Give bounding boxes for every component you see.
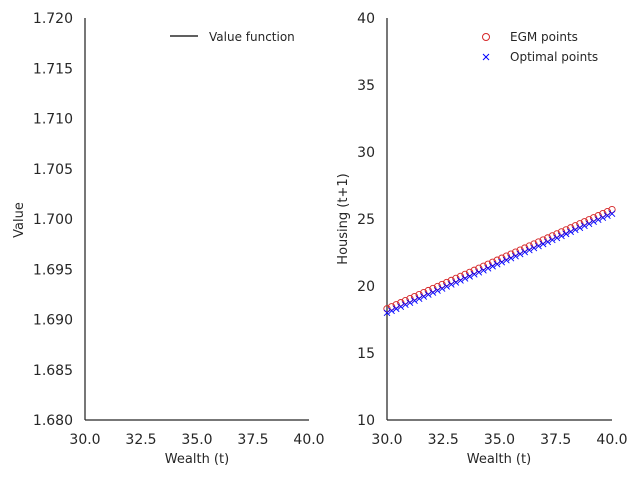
optimal-point [581, 222, 588, 230]
egm-points-series [383, 205, 616, 313]
optimal-point [530, 244, 538, 252]
optimal-point [608, 210, 616, 217]
legend-optimal-points-label: Optimal points [510, 50, 598, 64]
optimal-point [544, 238, 552, 246]
left-x-tick-label: 30.0 [69, 432, 100, 448]
optimal-point [406, 299, 414, 306]
optimal-point [475, 269, 483, 276]
left-y-tick-label: 1.685 [33, 363, 73, 379]
right-y-tick-label: 15 [357, 346, 375, 362]
left-y-tick-label: 1.695 [33, 262, 73, 278]
optimal-point [443, 283, 451, 290]
right-x-tick-label: 35.0 [484, 432, 515, 448]
left-legend: Value function [170, 30, 295, 44]
optimal-point [415, 295, 423, 302]
egm-point [608, 205, 616, 214]
right-y-tick-label: 20 [357, 279, 375, 295]
left-x-axis-label: Wealth (t) [165, 452, 229, 467]
housing-policy-panel: 30.0 32.5 35.0 37.5 40.0 10 15 20 25 30 35 40 Weal… [336, 11, 628, 467]
optimal-point [411, 297, 418, 304]
optimal-point [594, 216, 602, 224]
left-y-tick-label: 1.720 [33, 11, 73, 27]
optimal-point [466, 273, 473, 280]
optimal-point [512, 252, 519, 260]
right-y-axis-label: Housing (t+1) [336, 173, 351, 264]
left-y-axis-label: Value [12, 202, 27, 238]
optimal-point [576, 224, 584, 232]
optimal-point [484, 264, 492, 272]
optimal-point [452, 279, 460, 286]
right-plot-points [383, 205, 616, 317]
right-x-tick-label: 30.0 [371, 432, 402, 448]
left-x-tick-label: 37.5 [237, 432, 268, 448]
optimal-point [585, 220, 593, 228]
right-x-axis-label: Wealth (t) [467, 452, 531, 467]
value-function-panel: 30.0 32.5 35.0 37.5 40.0 1.680 1.685 1.690 1.69… [12, 11, 325, 467]
right-y-tick-label: 35 [357, 78, 375, 94]
optimal-point [438, 285, 446, 292]
legend-value-function-label: Value function [209, 30, 295, 44]
optimal-point [539, 240, 547, 248]
right-y-tick-label: 40 [357, 11, 375, 27]
right-x-tick-label: 40.0 [596, 432, 627, 448]
optimal-point [489, 262, 496, 270]
optimal-point [383, 309, 391, 317]
optimal-point [461, 275, 469, 282]
optimal-point [526, 246, 533, 254]
right-x-tick-label: 37.5 [540, 432, 571, 448]
optimal-point [535, 242, 542, 250]
optimal-point [493, 260, 501, 268]
left-y-tick-label: 1.680 [33, 413, 73, 429]
optimal-point [571, 226, 579, 234]
optimal-point [567, 228, 574, 236]
optimal-point [447, 281, 455, 288]
right-x-tick-label: 32.5 [428, 432, 459, 448]
optimal-point [425, 291, 432, 298]
optimal-point [507, 254, 515, 262]
left-y-tick-label: 1.715 [33, 61, 73, 77]
legend-optimal-points-marker [482, 53, 490, 61]
legend-egm-points-label: EGM points [510, 30, 578, 44]
left-x-ticks: 30.0 32.5 35.0 37.5 40.0 [69, 432, 324, 448]
optimal-point [562, 230, 570, 238]
optimal-point [548, 236, 556, 244]
right-y-tick-label: 25 [357, 212, 375, 228]
optimal-point [392, 305, 400, 313]
right-y-tick-label: 30 [357, 145, 375, 161]
left-y-ticks: 1.680 1.685 1.690 1.695 1.700 1.705 1.710 1.715… [33, 11, 73, 429]
optimal-point [503, 256, 510, 264]
optimal-point [590, 218, 597, 226]
left-y-tick-label: 1.700 [33, 212, 73, 228]
left-y-tick-label: 1.710 [33, 112, 73, 128]
optimal-point [516, 250, 524, 258]
right-y-tick-label: 10 [357, 413, 375, 429]
right-legend: EGM points Optimal points [482, 30, 598, 64]
optimal-point [553, 234, 561, 242]
right-y-ticks: 10 15 20 25 30 35 40 [357, 11, 375, 429]
left-y-tick-label: 1.705 [33, 162, 73, 178]
optimal-points-series [383, 210, 616, 317]
optimal-point [397, 303, 405, 311]
optimal-point [388, 307, 395, 315]
optimal-point [434, 287, 441, 294]
optimal-point [599, 214, 607, 222]
optimal-point [402, 301, 409, 309]
optimal-point [498, 258, 506, 266]
left-x-tick-label: 40.0 [293, 432, 324, 448]
left-x-tick-label: 35.0 [181, 432, 212, 448]
optimal-point [521, 248, 529, 256]
optimal-point [558, 232, 565, 240]
optimal-point [429, 289, 437, 296]
legend-egm-points-marker [482, 33, 490, 41]
left-y-tick-label: 1.690 [33, 313, 73, 329]
optimal-point [604, 212, 611, 219]
optimal-point [470, 271, 478, 278]
left-x-tick-label: 32.5 [125, 432, 156, 448]
right-x-ticks: 30.0 32.5 35.0 37.5 40.0 [371, 432, 627, 448]
optimal-point [457, 277, 464, 284]
optimal-point [420, 293, 428, 300]
optimal-point [480, 266, 487, 274]
